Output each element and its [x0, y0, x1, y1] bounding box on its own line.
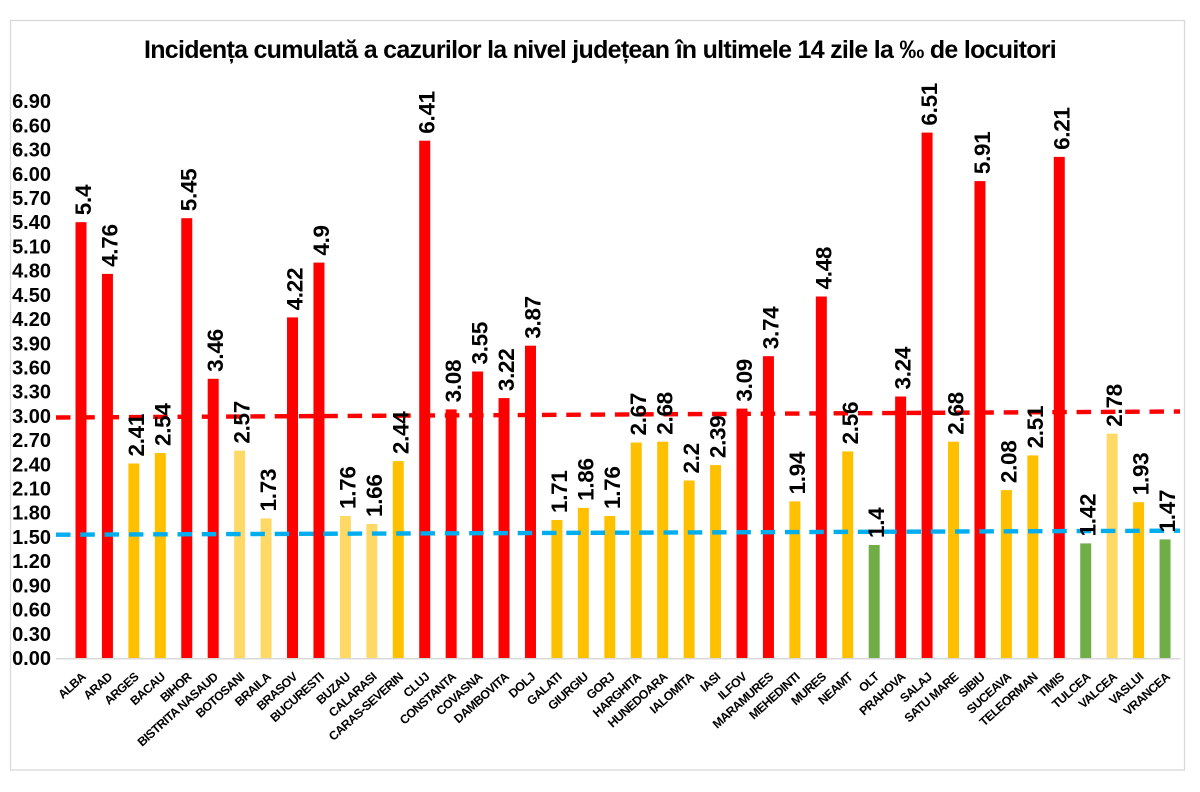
svg-text:0.90: 0.90: [12, 575, 51, 597]
svg-text:2.57: 2.57: [230, 401, 255, 444]
svg-text:5.4: 5.4: [71, 184, 96, 215]
svg-text:2.41: 2.41: [124, 414, 149, 457]
svg-text:2.40: 2.40: [12, 454, 51, 476]
svg-text:1.76: 1.76: [335, 466, 360, 509]
svg-text:3.55: 3.55: [468, 322, 493, 365]
svg-text:5.45: 5.45: [177, 169, 202, 212]
svg-text:3.74: 3.74: [758, 306, 783, 349]
svg-text:1.20: 1.20: [12, 551, 51, 573]
svg-text:3.90: 3.90: [12, 333, 51, 355]
svg-text:4.48: 4.48: [811, 247, 836, 290]
svg-text:5.70: 5.70: [12, 188, 51, 210]
svg-text:2.39: 2.39: [706, 416, 731, 459]
svg-text:5.40: 5.40: [12, 212, 51, 234]
svg-text:3.60: 3.60: [12, 358, 51, 380]
svg-text:1.47: 1.47: [1155, 490, 1180, 533]
svg-text:5.91: 5.91: [970, 132, 995, 175]
svg-text:1.76: 1.76: [600, 466, 625, 509]
svg-text:1.93: 1.93: [1129, 453, 1154, 496]
svg-text:2.78: 2.78: [1102, 384, 1127, 427]
svg-text:2.44: 2.44: [388, 411, 413, 454]
svg-text:2.08: 2.08: [996, 441, 1021, 484]
svg-text:4.80: 4.80: [12, 261, 51, 283]
svg-text:1.4: 1.4: [864, 507, 889, 538]
svg-text:6.51: 6.51: [917, 83, 942, 126]
svg-text:1.94: 1.94: [785, 451, 810, 494]
svg-text:4.22: 4.22: [283, 268, 308, 311]
svg-text:2.68: 2.68: [944, 392, 969, 435]
svg-text:1.80: 1.80: [12, 503, 51, 525]
svg-text:2.70: 2.70: [12, 430, 51, 452]
svg-text:3.09: 3.09: [732, 359, 757, 402]
svg-text:6.90: 6.90: [12, 91, 51, 113]
svg-text:1.66: 1.66: [362, 474, 387, 517]
svg-text:4.9: 4.9: [309, 225, 334, 255]
svg-text:2.56: 2.56: [838, 402, 863, 445]
svg-text:6.30: 6.30: [12, 140, 51, 162]
svg-text:1.71: 1.71: [547, 470, 572, 513]
svg-text:2.10: 2.10: [12, 479, 51, 501]
svg-text:2.54: 2.54: [150, 403, 175, 446]
svg-text:0.60: 0.60: [12, 600, 51, 622]
svg-text:4.76: 4.76: [97, 224, 122, 267]
svg-text:4.50: 4.50: [12, 285, 51, 307]
svg-text:3.08: 3.08: [441, 360, 466, 403]
svg-text:2.2: 2.2: [679, 443, 704, 473]
svg-text:1.73: 1.73: [256, 469, 281, 512]
svg-text:6.41: 6.41: [415, 91, 440, 134]
svg-text:3.87: 3.87: [520, 296, 545, 339]
svg-text:0.30: 0.30: [12, 624, 51, 646]
svg-text:2.68: 2.68: [653, 392, 678, 435]
svg-text:6.60: 6.60: [12, 115, 51, 137]
svg-text:1.86: 1.86: [573, 458, 598, 501]
svg-text:3.46: 3.46: [203, 329, 228, 372]
svg-text:6.21: 6.21: [1049, 107, 1074, 150]
svg-text:4.20: 4.20: [12, 309, 51, 331]
svg-text:3.22: 3.22: [494, 349, 519, 392]
svg-text:1.50: 1.50: [12, 527, 51, 549]
svg-text:2.51: 2.51: [1023, 406, 1048, 449]
svg-text:2.67: 2.67: [626, 393, 651, 436]
svg-text:3.00: 3.00: [12, 406, 51, 428]
svg-text:3.30: 3.30: [12, 382, 51, 404]
svg-text:6.00: 6.00: [12, 164, 51, 186]
svg-text:1.42: 1.42: [1076, 494, 1101, 537]
svg-text:3.24: 3.24: [891, 346, 916, 389]
svg-text:5.10: 5.10: [12, 236, 51, 258]
svg-text:Incidența cumulată a cazurilor: Incidența cumulată a cazurilor la nivel …: [144, 36, 1056, 64]
svg-text:0.00: 0.00: [12, 648, 51, 670]
